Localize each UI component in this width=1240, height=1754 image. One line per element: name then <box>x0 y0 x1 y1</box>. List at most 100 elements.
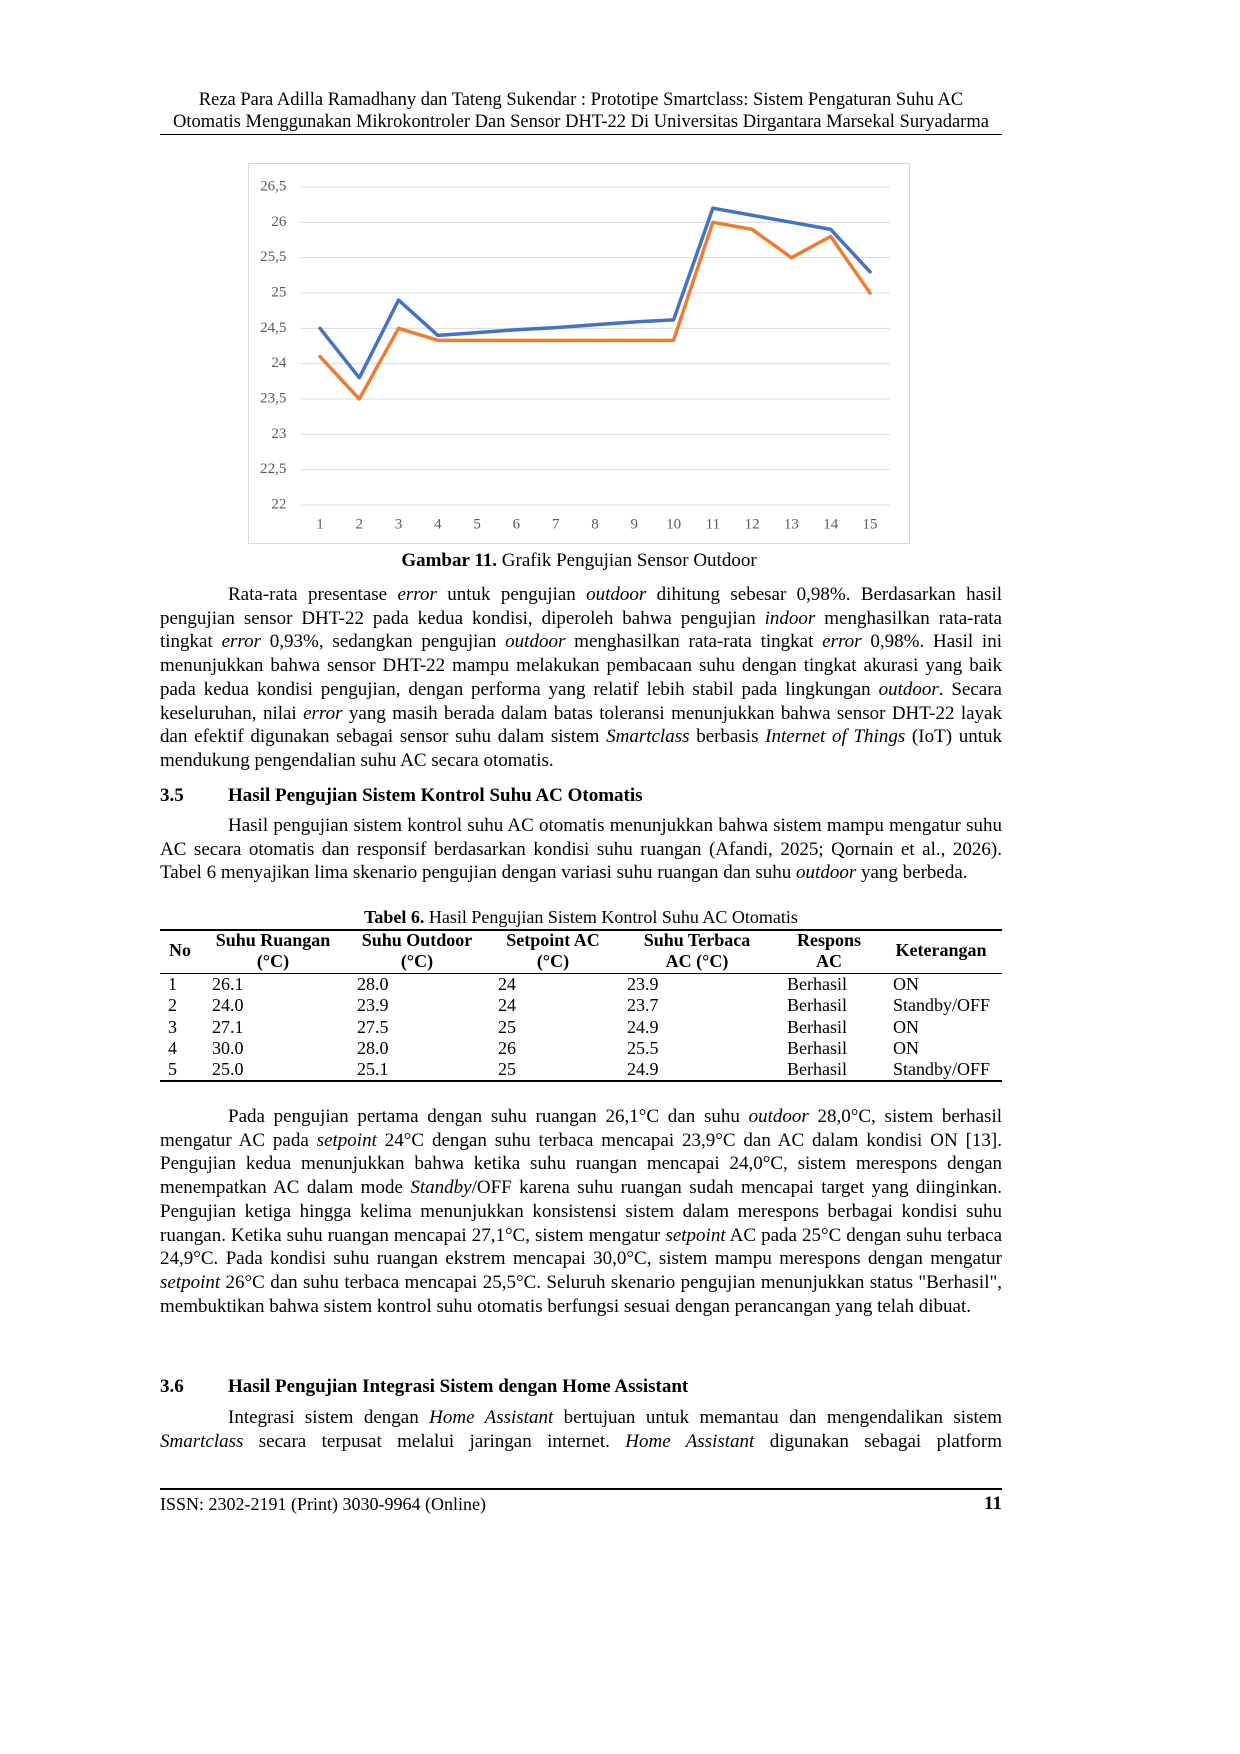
italic-text: Smartclass <box>606 726 690 748</box>
paragraph: Hasil pengujian sistem kontrol suhu AC o… <box>160 814 1002 885</box>
text: 28,0°C, sistem berhasil mengatur AC pada <box>160 1106 1003 1151</box>
table-cell: ON <box>893 1038 919 1058</box>
table-cell: 4 <box>168 1038 177 1058</box>
caption-text: Grafik Pengujian Sensor Outdoor <box>501 550 757 571</box>
table-cell: 26 <box>498 1038 516 1058</box>
text: dihitung sebesar 0,98%. Berdasarkan hasi… <box>160 584 1003 629</box>
italic-text: outdoor <box>796 862 857 884</box>
table-cell: 24 <box>498 995 516 1015</box>
y-tick-label: 25,5 <box>260 249 286 265</box>
text: secara terpusat melalui jaringan interne… <box>243 1430 626 1452</box>
italic-text: Home Assistant <box>429 1407 554 1428</box>
x-tick-label: 10 <box>666 516 681 532</box>
table-cell: 2 <box>168 995 177 1015</box>
column-header: Setpoint AC <box>506 930 600 950</box>
italic-text: outdoor <box>505 631 566 653</box>
text: Integrasi sistem dengan <box>228 1407 430 1428</box>
italic-text: Smartclass <box>160 1430 244 1452</box>
text: Pada pengujian pertama dengan suhu ruang… <box>228 1106 749 1127</box>
chart-frame <box>248 163 910 544</box>
column-header: (°C) <box>256 951 290 971</box>
table-cell: 24 <box>498 974 516 994</box>
data-line <box>318 206 872 380</box>
figure-caption: Gambar 11. Grafik Pengujian Sensor Outdo… <box>0 550 1158 572</box>
italic-text: Home Assistant <box>625 1430 755 1452</box>
italic-text: outdoor <box>878 678 939 700</box>
table-cell: 25.1 <box>357 1059 389 1079</box>
table-cell: 25 <box>498 1017 516 1037</box>
table-cell: 27.1 <box>212 1017 244 1037</box>
y-tick-label: 24 <box>271 355 287 371</box>
x-tick-label: 8 <box>591 516 599 532</box>
italic-text: error <box>822 631 862 653</box>
column-header: Suhu Outdoor <box>361 930 473 950</box>
table-rule <box>160 1080 1002 1082</box>
paragraph: Rata-rata presentase error untuk penguji… <box>160 583 1002 773</box>
table-cell: 24.9 <box>627 1059 659 1079</box>
column-header: AC (°C) <box>665 951 729 971</box>
column-header: (°C) <box>536 951 570 971</box>
text: . Secara keseluruhan, nilai <box>160 678 1002 724</box>
table-cell: 25 <box>498 1059 516 1079</box>
footer-issn: ISSN: 2302-2191 (Print) 3030-9964 (Onlin… <box>160 1494 486 1514</box>
y-tick-label: 22,5 <box>260 461 286 477</box>
x-tick-label: 11 <box>706 516 720 532</box>
x-tick-label: 3 <box>395 516 403 532</box>
table-cell: 25.0 <box>212 1059 244 1079</box>
italic-text: Standby <box>410 1177 472 1199</box>
table-cell: 23.7 <box>627 995 659 1015</box>
table-cell: Standby/OFF <box>893 995 991 1015</box>
column-header: AC <box>816 951 842 971</box>
table-cell: 28.0 <box>357 974 389 994</box>
text: /OFF karena suhu ruangan sudah mencapai … <box>160 1177 1002 1246</box>
text: 0,98%. Hasil ini menunjukkan bahwa senso… <box>160 631 1002 700</box>
table-cell: 23.9 <box>627 974 659 994</box>
section-title: Hasil Pengujian Integrasi Sistem dengan … <box>228 1376 689 1397</box>
text: yang berbeda. <box>856 862 968 884</box>
x-tick-label: 4 <box>434 516 442 532</box>
caption-label: Tabel 6. <box>364 907 425 927</box>
caption-label: Gambar 11. <box>401 550 498 571</box>
italic-text: indoor <box>764 607 816 629</box>
table-cell: Berhasil <box>787 1038 847 1058</box>
section-number: 3.6 <box>160 1376 184 1397</box>
text: 0,93%, sedangkan pengujian <box>261 631 506 653</box>
table-cell: 24.9 <box>627 1017 659 1037</box>
y-tick-label: 23 <box>271 426 286 442</box>
y-tick-label: 25 <box>271 284 286 300</box>
y-tick-label: 26 <box>271 214 287 230</box>
text: berbasis <box>689 726 766 748</box>
table-cell: 26.1 <box>212 974 244 994</box>
table-rule <box>160 929 1002 931</box>
y-tick-label: 22 <box>271 496 286 512</box>
column-header: Keterangan <box>895 940 987 960</box>
column-header: Respons <box>796 930 862 950</box>
text: menghasilkan rata-rata tingkat <box>565 631 823 653</box>
paragraph: Integrasi sistem dengan Home Assistant b… <box>160 1406 1002 1453</box>
table-cell: 28.0 <box>357 1038 389 1058</box>
text: digunakan sebagai platform <box>754 1430 1002 1452</box>
section-number: 3.5 <box>160 785 184 806</box>
table-caption: Tabel 6. Hasil Pengujian Sistem Kontrol … <box>0 907 1162 928</box>
italic-text: setpoint <box>160 1271 221 1293</box>
text: 26°C dan suhu terbaca mencapai 25,5°C. S… <box>160 1271 1002 1317</box>
column-header: Suhu Terbaca <box>643 930 751 950</box>
x-tick-label: 5 <box>473 516 481 532</box>
column-header: Suhu Ruangan <box>215 930 331 950</box>
x-tick-label: 13 <box>784 516 799 532</box>
table-cell: Berhasil <box>787 974 847 994</box>
table-cell: Standby/OFF <box>893 1059 991 1079</box>
caption-text: Hasil Pengujian Sistem Kontrol Suhu AC O… <box>428 907 798 927</box>
y-tick-label: 26,5 <box>260 178 286 194</box>
text: untuk pengujian <box>436 584 587 605</box>
x-tick-label: 9 <box>631 516 639 532</box>
table-rule <box>160 973 1002 974</box>
table-cell: Berhasil <box>787 995 847 1015</box>
x-tick-label: 6 <box>513 516 521 532</box>
x-tick-label: 1 <box>316 516 324 532</box>
text: Rata-rata presentase <box>228 584 398 605</box>
data-line <box>318 220 872 401</box>
italic-text: error <box>397 584 437 605</box>
